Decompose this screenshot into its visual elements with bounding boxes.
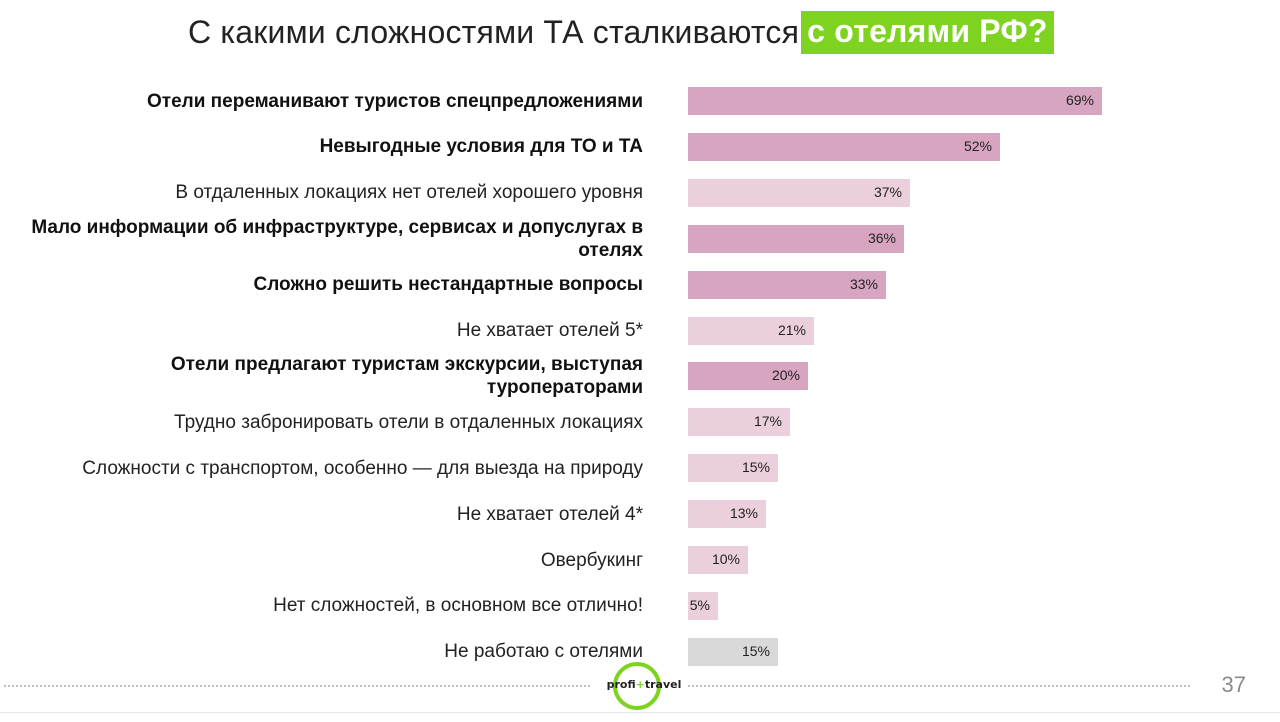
bar-value-label: 52% xyxy=(963,137,992,154)
bar-value-label: 15% xyxy=(741,459,770,476)
bar-label: Сложности с транспортом, особенно — для … xyxy=(82,457,643,479)
bar-value-label: 33% xyxy=(849,275,878,292)
bar-label: Не хватает отелей 4* xyxy=(456,503,643,525)
title-highlight: с отелями РФ? xyxy=(801,10,1054,54)
bar-chart: Отели переманивают туристов спецпредложе… xyxy=(31,87,1102,666)
page-title: С какими сложностями ТА сталкиваются с о… xyxy=(188,10,1054,54)
bar xyxy=(688,637,778,666)
bar-value-label: 21% xyxy=(777,321,806,338)
page-number: 37 xyxy=(1221,672,1246,697)
bar xyxy=(688,591,718,620)
bar-value-label: 13% xyxy=(729,505,758,522)
bar-value-label: 37% xyxy=(873,183,902,200)
title-main: С какими сложностями ТА сталкиваются xyxy=(188,13,800,50)
bar-value-label: 20% xyxy=(771,367,800,384)
bottom-rule xyxy=(0,712,1280,713)
bar xyxy=(688,87,1102,115)
bar-value-label: 36% xyxy=(867,229,896,246)
logo-text: profi+travel xyxy=(606,678,682,691)
profi-travel-logo: profi+travel xyxy=(601,662,685,710)
footer-divider-left xyxy=(4,685,590,687)
bar-value-label: 69% xyxy=(1065,92,1094,108)
logo-ring-icon xyxy=(613,662,661,710)
footer-divider-right xyxy=(688,685,1190,687)
bar-value-label: 17% xyxy=(753,413,782,430)
bar-value-label: 10% xyxy=(711,551,740,567)
bar xyxy=(688,178,910,207)
bar xyxy=(688,316,814,345)
bar-label: Мало информации об инфраструктуре, серви… xyxy=(31,216,643,261)
bar xyxy=(688,408,790,437)
bar xyxy=(688,132,1000,161)
bar-label: Трудно забронировать отели в отдаленных … xyxy=(174,411,643,433)
bar-label: В отдаленных локациях нет отелей хорошег… xyxy=(175,182,643,204)
bar-label: Овербукинг xyxy=(540,549,643,571)
bar xyxy=(688,500,766,529)
bar-label: Отели предлагают туристам экскурсии, выс… xyxy=(170,354,643,399)
bar-label: Сложно решить нестандартные вопросы xyxy=(253,274,644,296)
bar xyxy=(688,546,748,574)
bar-label: Не работаю с отелями xyxy=(444,641,643,663)
bar xyxy=(688,454,778,483)
bar xyxy=(688,362,808,391)
bar-value-label: 5% xyxy=(689,596,710,613)
bar-label: Нет сложностей, в основном все отлично! xyxy=(273,595,643,617)
bar xyxy=(688,270,886,299)
bar-label: Невыгодные условия для ТО и ТА xyxy=(319,136,643,158)
bar-value-label: 15% xyxy=(741,642,770,659)
bar-label: Не хватает отелей 5* xyxy=(456,320,643,341)
bar-label: Отели переманивают туристов спецпредложе… xyxy=(146,90,643,112)
bar xyxy=(688,224,904,253)
